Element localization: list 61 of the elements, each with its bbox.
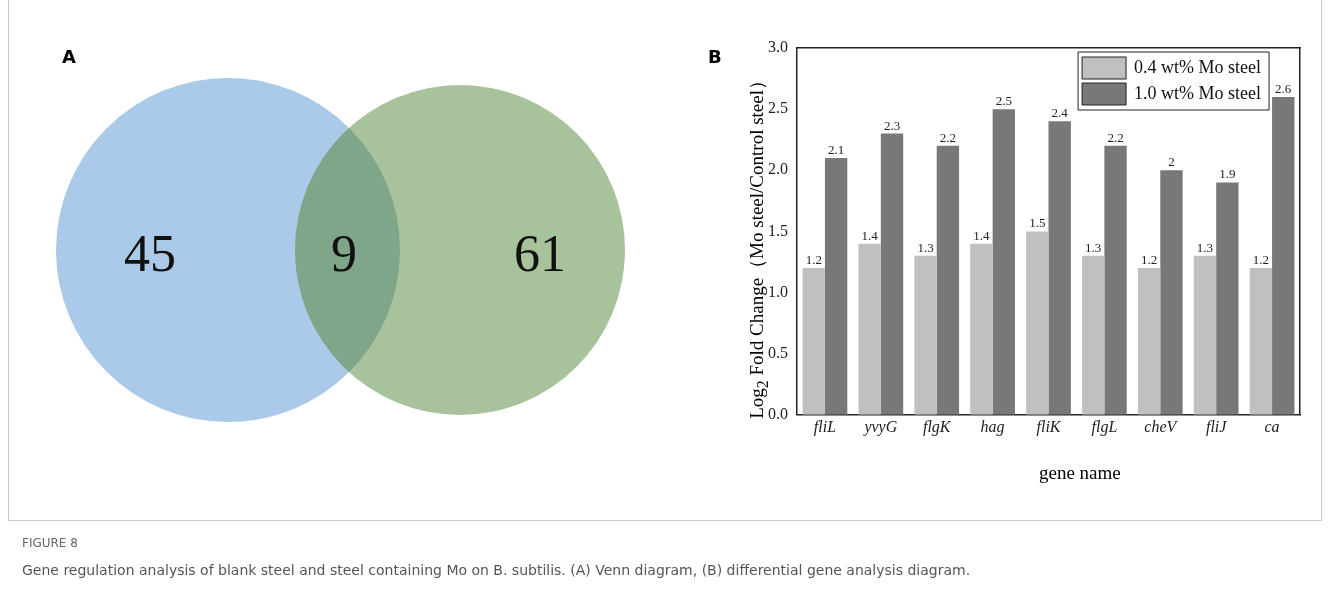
- y-tick-label: 2.5: [768, 99, 788, 117]
- x-tick-label: yvyG: [862, 417, 898, 436]
- bar: [1193, 255, 1217, 415]
- data-label: 2.2: [1107, 129, 1124, 145]
- text: Gene regulation analysis of blank steel and steel containing Mo on B. subtilis. (A) Venn diagram, (B) differential gene analysis diagram.: [22, 562, 971, 578]
- x-tick-label: flgL: [1091, 417, 1118, 436]
- bar: [1026, 231, 1049, 415]
- data-label: 1.4: [973, 227, 991, 243]
- data-label: 1.2: [1252, 252, 1269, 267]
- y-tick-label: 1.5: [768, 221, 788, 239]
- text: A: [62, 46, 76, 67]
- x-tick-label: ca: [1264, 417, 1280, 435]
- bar: [992, 109, 1015, 415]
- bar: [824, 158, 848, 415]
- x-tick-label: fliJ: [1205, 417, 1228, 436]
- legend-label: 0.4 wt% Mo steel: [1134, 56, 1262, 77]
- y-tick-label: 0.0: [768, 405, 788, 422]
- bar: [880, 133, 904, 415]
- data-label: 61: [514, 225, 566, 282]
- x-tick-label: hag: [980, 417, 1005, 436]
- bar: [970, 243, 993, 415]
- bar: [1137, 268, 1161, 415]
- data-label: 2.1: [828, 141, 845, 157]
- bar: [858, 243, 881, 415]
- data-label: 1.9: [1219, 166, 1236, 182]
- data-label: 1.3: [917, 239, 934, 255]
- bar: [936, 145, 960, 415]
- x-tick-label: flgK: [922, 417, 952, 436]
- y-tick-label: 1.0: [768, 282, 788, 300]
- data-label: 45: [124, 225, 176, 282]
- data-label: 1.5: [1029, 215, 1046, 231]
- bar: [1048, 121, 1071, 415]
- y-tick-label: 2.0: [768, 160, 788, 178]
- x-tick-label: fliK: [1036, 417, 1062, 436]
- x-axis-title: gene name: [1039, 462, 1121, 484]
- bar: [1249, 268, 1273, 415]
- legend-label: 1.0 wt% Mo steel: [1134, 82, 1262, 103]
- y-tick-label: 3.0: [768, 38, 788, 56]
- data-label: 1.3: [1085, 239, 1102, 255]
- data-label: 2.4: [1051, 105, 1069, 121]
- bar: [1160, 170, 1183, 415]
- data-label: 2.2: [939, 129, 957, 145]
- data-label: 2: [1168, 154, 1175, 170]
- bar: [1272, 96, 1295, 415]
- x-tick-label: cheV: [1144, 417, 1179, 435]
- data-label: 2.6: [1275, 80, 1292, 96]
- x-tick-label: fliL: [813, 417, 837, 436]
- chart-title: B: [708, 46, 722, 67]
- data-label: 1.4: [861, 227, 879, 243]
- data-label: 1.2: [1140, 252, 1158, 267]
- data-label: 9: [331, 225, 357, 282]
- data-label: 2.5: [995, 93, 1012, 109]
- bar: [1082, 255, 1105, 415]
- data-label: 1.3: [1196, 239, 1214, 255]
- bar: [1104, 145, 1127, 415]
- bar: [1216, 182, 1239, 415]
- bar: [802, 268, 825, 415]
- bar: [914, 255, 937, 415]
- caption: FIGURE 8: [22, 536, 78, 550]
- data-label: 2.3: [883, 117, 901, 133]
- data-label: 1.2: [805, 252, 822, 267]
